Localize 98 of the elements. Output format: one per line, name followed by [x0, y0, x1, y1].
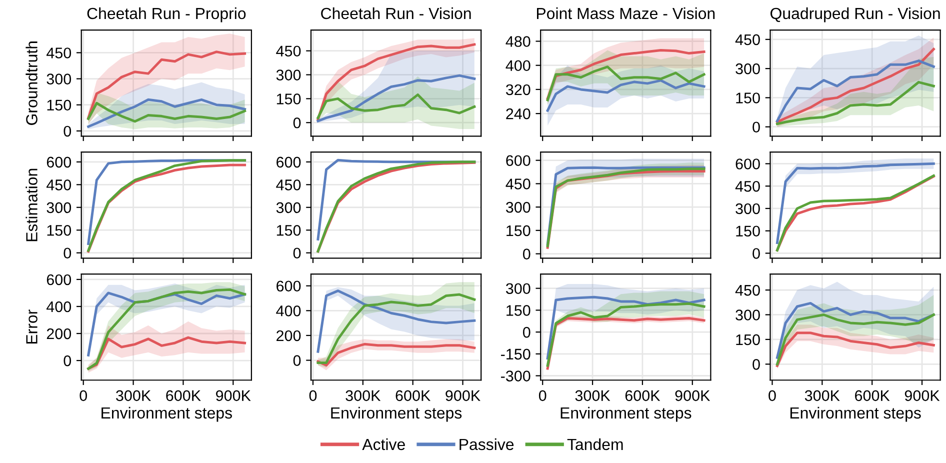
y-tick-label: 0 [752, 248, 760, 259]
y-tick-label: 600 [506, 155, 530, 166]
y-tick-label: 300 [736, 63, 760, 74]
y-tick-label: 240 [506, 108, 530, 120]
line-series [87, 98, 246, 128]
y-tick-label: 400 [506, 60, 530, 72]
x-axis-title: Environment steps [790, 406, 921, 422]
y-tick-label: 300 [276, 70, 301, 80]
line-series [546, 302, 706, 367]
y-tick-label: 150 [736, 226, 760, 237]
y-tick-label: 300 [736, 310, 760, 320]
y-tick-label: 300 [46, 74, 72, 84]
y-tick-label: -300 [500, 370, 530, 382]
y-tick-label: 150 [276, 94, 301, 104]
x-tick-label: 600K [396, 390, 431, 402]
x-tick-label: 300K [575, 390, 610, 402]
line-series [87, 50, 246, 120]
y-tick-label: 0 [522, 248, 530, 260]
x-tick-label: 300K [346, 390, 381, 402]
y-tick-label: 150 [506, 225, 530, 236]
y-tick-label: 0 [64, 126, 72, 137]
x-tick-label: 600K [855, 390, 890, 402]
y-tick-label: 150 [47, 100, 72, 111]
y-tick-label: 600 [46, 156, 72, 168]
x-tick-label: 300K [804, 390, 840, 402]
x-tick-label: 0 [80, 390, 88, 402]
x-axis-title: Environment steps [331, 406, 462, 422]
x-tick-label: 900K [446, 390, 480, 402]
y-tick-label: 450 [46, 180, 72, 190]
y-tick-label: 0 [293, 117, 301, 128]
y-tick-label: 600 [276, 280, 301, 292]
y-tick-label: 0 [752, 359, 760, 370]
x-tick-label: 300K [116, 390, 151, 402]
y-tick-label: 200 [276, 330, 301, 342]
x-tick-label: 900K [675, 390, 710, 402]
y-tick-label: 150 [506, 305, 530, 316]
legend-label: Tandem [567, 438, 623, 450]
y-tick-label: 400 [276, 306, 301, 316]
y-axis-title: Error [26, 310, 38, 344]
y-tick-label: 0 [752, 122, 760, 133]
line-series [776, 332, 935, 368]
y-tick-label: 450 [506, 178, 530, 190]
y-tick-label: 150 [736, 334, 760, 346]
y-tick-label: 450 [735, 34, 760, 46]
y-tick-label: 600 [46, 274, 72, 286]
line-series [776, 302, 935, 359]
y-tick-label: 150 [736, 92, 760, 104]
y-tick-label: 600 [736, 158, 760, 170]
legend-label: Passive [460, 438, 514, 450]
y-tick-label: 200 [46, 328, 72, 340]
line-series [316, 293, 476, 364]
x-tick-label: 600K [166, 390, 201, 402]
chart-title: Cheetah Run - Proprio [87, 7, 246, 22]
x-tick-label: 900K [904, 390, 940, 402]
y-tick-label: 0 [522, 326, 530, 338]
y-tick-label: 450 [46, 48, 72, 58]
y-tick-label: 300 [506, 202, 530, 213]
line-series [316, 93, 476, 120]
chart-title: Quadruped Run - Vision [770, 7, 940, 22]
y-tick-label: 320 [506, 84, 530, 96]
y-tick-label: 450 [276, 46, 301, 57]
y-tick-label: -150 [500, 348, 530, 360]
y-tick-label: 0 [64, 248, 72, 259]
y-tick-label: 150 [276, 224, 301, 236]
y-tick-label: 450 [276, 180, 301, 190]
chart-title: Point Mass Maze - Vision [537, 7, 715, 20]
line-series [546, 66, 706, 102]
x-tick-label: 600K [625, 390, 660, 402]
x-tick-label: 0 [768, 390, 776, 402]
legend-label: Active [362, 438, 405, 450]
y-tick-label: 0 [293, 248, 301, 259]
y-axis-title: Estimation [26, 168, 38, 242]
x-axis-title: Environment steps [102, 406, 232, 422]
y-tick-label: 450 [735, 284, 760, 296]
y-axis-title: Groundtruth [26, 42, 38, 125]
y-tick-label: 480 [506, 36, 530, 47]
y-tick-label: 300 [736, 203, 760, 214]
line-series [776, 80, 935, 126]
line-series [87, 102, 246, 123]
y-tick-label: 150 [47, 224, 72, 236]
x-tick-label: 900K [216, 390, 251, 402]
line-series [546, 79, 706, 112]
chart-title: Cheetah Run - Vision [321, 7, 471, 20]
y-tick-label: 450 [735, 180, 760, 192]
line-series [776, 48, 935, 124]
x-axis-title: Environment steps [560, 406, 692, 422]
y-tick-label: 600 [276, 156, 301, 168]
line-series [316, 74, 476, 122]
x-tick-label: 0 [309, 390, 317, 402]
y-tick-label: 0 [64, 355, 72, 366]
y-tick-label: 400 [46, 301, 72, 312]
y-tick-label: 0 [293, 355, 301, 366]
line-series [546, 296, 706, 360]
line-series [776, 313, 935, 366]
y-tick-label: 300 [506, 283, 530, 294]
y-tick-label: 300 [46, 202, 72, 214]
x-tick-label: 0 [538, 390, 546, 402]
y-tick-label: 300 [276, 202, 301, 214]
